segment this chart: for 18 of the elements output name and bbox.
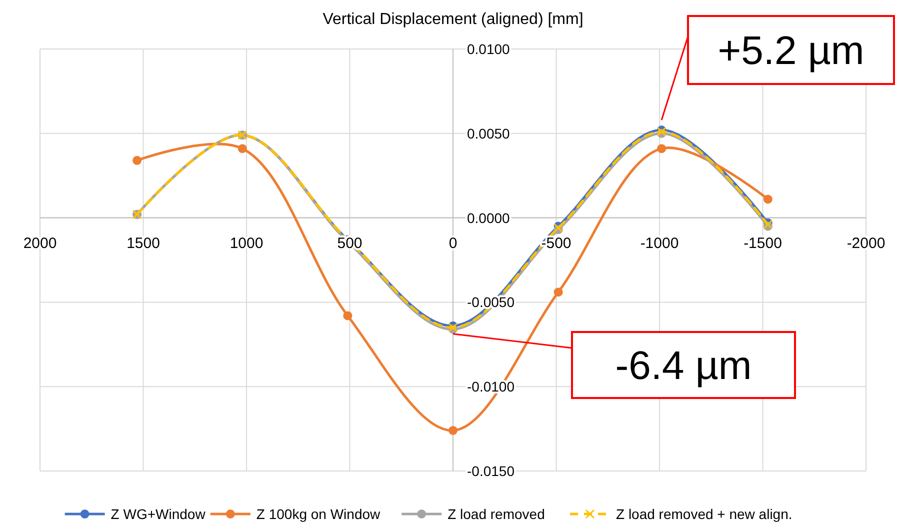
y-tick-label: 0.0000 bbox=[467, 210, 510, 226]
x-tick-label: 1000 bbox=[230, 234, 264, 252]
legend-label: Z load removed + new align. bbox=[616, 506, 792, 522]
legend-label: Z 100kg on Window bbox=[256, 506, 382, 522]
annotation: -6.4 µm bbox=[615, 344, 752, 388]
x-tick-label: -1500 bbox=[744, 234, 782, 252]
annotation: +5.2 µm bbox=[718, 29, 864, 73]
y-tick-label: -0.0150 bbox=[467, 463, 515, 479]
x-tick-label: 1500 bbox=[126, 234, 160, 252]
y-tick-label: 0.0050 bbox=[467, 125, 510, 142]
x-tick-label: -2000 bbox=[846, 234, 886, 252]
x-tick-label: 2000 bbox=[23, 234, 57, 252]
x-tick-label: -1000 bbox=[640, 234, 679, 252]
legend-label: Z load removed bbox=[448, 506, 545, 522]
legend-label: Z WG+Window bbox=[110, 506, 206, 522]
chart-title: Vertical Displacement (aligned) [mm] bbox=[322, 11, 584, 28]
x-tick-label: 0 bbox=[448, 234, 458, 252]
y-tick-label: 0.0100 bbox=[467, 41, 510, 57]
